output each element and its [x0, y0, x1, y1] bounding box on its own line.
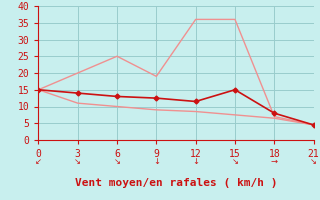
Text: ↓: ↓	[192, 157, 199, 166]
Text: ↘: ↘	[114, 157, 121, 166]
Text: →: →	[271, 157, 278, 166]
Text: ↘: ↘	[74, 157, 81, 166]
Text: ↘: ↘	[231, 157, 238, 166]
Text: ↘: ↘	[310, 157, 317, 166]
X-axis label: Vent moyen/en rafales ( km/h ): Vent moyen/en rafales ( km/h )	[75, 178, 277, 188]
Text: ↓: ↓	[153, 157, 160, 166]
Text: ↙: ↙	[35, 157, 42, 166]
